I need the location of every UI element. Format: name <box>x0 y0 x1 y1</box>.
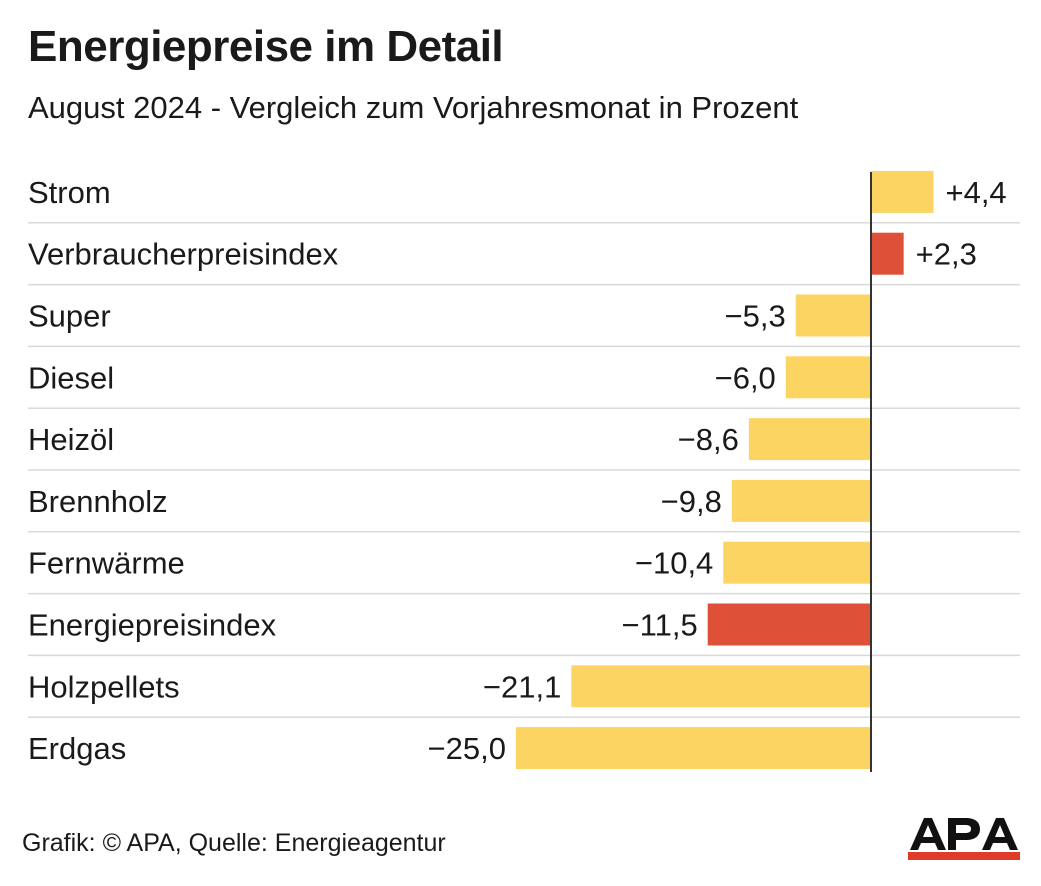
value-label: −10,4 <box>635 546 713 581</box>
category-label: Strom <box>28 175 111 210</box>
chart-title: Energiepreise im Detail <box>28 22 504 71</box>
bar <box>795 294 871 337</box>
category-label: Heizöl <box>28 422 114 457</box>
value-label: −9,8 <box>661 484 722 519</box>
bar <box>785 356 871 399</box>
category-label: Brennholz <box>28 484 168 519</box>
chart-subtitle: August 2024 - Vergleich zum Vorjahresmon… <box>28 90 799 125</box>
bar-chart: Strom +4,4 Verbraucherpreisindex +2,3 Super −… <box>28 170 1020 772</box>
source-credit: Grafik: © APA, Quelle: Energieagentur <box>22 829 446 857</box>
value-label: −8,6 <box>678 422 739 457</box>
bar <box>571 665 871 708</box>
bar <box>871 232 904 275</box>
category-label: Diesel <box>28 360 114 395</box>
category-label: Verbraucherpreisindex <box>28 237 339 272</box>
bar <box>748 418 871 461</box>
bar <box>731 479 871 522</box>
category-label: Erdgas <box>28 731 126 766</box>
value-label: −21,1 <box>483 669 561 704</box>
value-label: +4,4 <box>945 175 1006 210</box>
category-label: Energiepreisindex <box>28 608 277 643</box>
bar <box>723 541 871 584</box>
value-label: −11,5 <box>622 608 698 643</box>
category-label: Fernwärme <box>28 546 185 581</box>
bar <box>707 603 871 646</box>
value-label: −6,0 <box>715 360 776 395</box>
category-label: Holzpellets <box>28 669 180 704</box>
bar <box>516 727 871 770</box>
value-label: −5,3 <box>725 299 786 334</box>
apa-logo <box>908 818 1020 860</box>
category-label: Super <box>28 299 111 334</box>
value-label: +2,3 <box>916 237 977 272</box>
value-label: −25,0 <box>428 731 506 766</box>
bar <box>871 170 934 213</box>
